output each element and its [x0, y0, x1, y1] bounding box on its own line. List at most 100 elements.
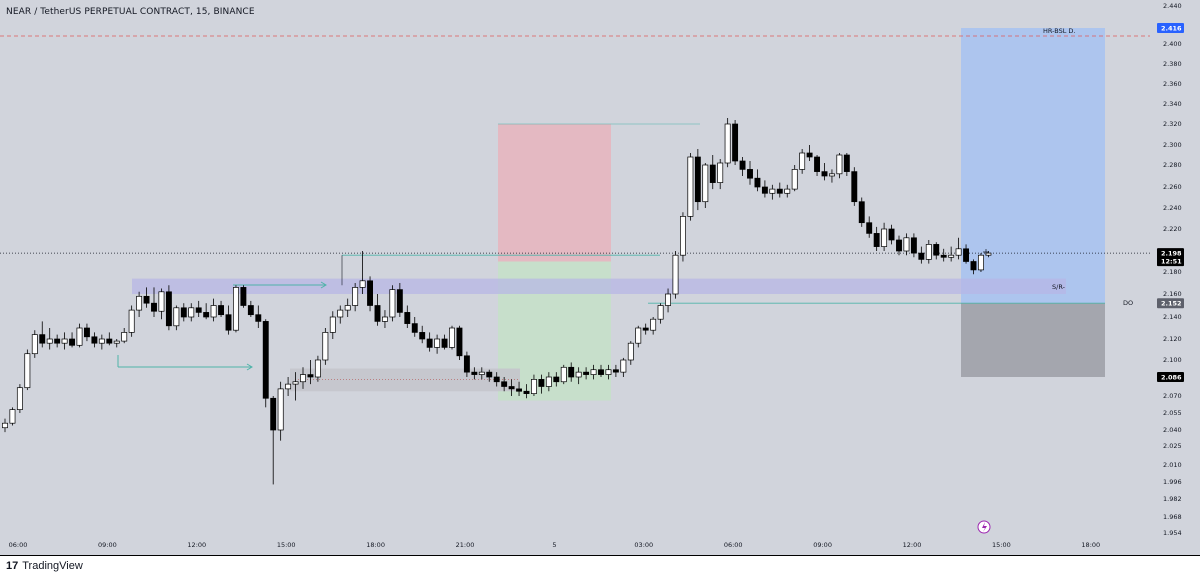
- candle-body: [665, 293, 672, 306]
- candle-body: [799, 152, 806, 170]
- candle-body: [985, 252, 992, 256]
- candle: [151, 287, 157, 317]
- time-tick-label: 09:00: [98, 541, 117, 549]
- candle: [240, 285, 247, 308]
- sr-label: S/R-: [1052, 283, 1066, 291]
- candle: [411, 317, 418, 337]
- candle-body: [598, 369, 604, 375]
- price-tick-label: 2.010: [1163, 461, 1182, 469]
- time-tick-label: 5: [552, 541, 556, 549]
- candle-body: [2, 422, 8, 429]
- price-tick-label: 2.300: [1163, 141, 1182, 149]
- candle: [873, 226, 880, 251]
- candle: [769, 184, 776, 200]
- candle-body: [203, 312, 210, 318]
- long-target-zone: [961, 28, 1105, 304]
- candle: [538, 374, 545, 394]
- price-tick-label: 2.240: [1163, 204, 1182, 212]
- candle: [702, 163, 709, 208]
- candle: [389, 285, 396, 322]
- candle: [784, 184, 791, 198]
- candle-body: [583, 371, 590, 375]
- candle-body: [568, 366, 575, 378]
- candle-body: [888, 228, 895, 241]
- candle: [16, 384, 23, 413]
- candle-body: [389, 289, 396, 318]
- candle: [225, 305, 232, 335]
- candle-body: [910, 237, 917, 254]
- candle-body: [426, 338, 433, 348]
- hr-bsl-label: HR-BSL D.: [1043, 27, 1075, 35]
- candle: [434, 334, 441, 354]
- candle: [367, 276, 374, 312]
- candle: [761, 180, 768, 198]
- candle-body: [210, 305, 217, 318]
- candle: [836, 153, 843, 179]
- candle-body: [374, 305, 381, 322]
- candle: [635, 325, 642, 348]
- candlestick-chart: 1.954 1.968 1.982 1.996 2.010 2.025 2.040 2.055…: [0, 2, 1184, 549]
- candle-body: [106, 338, 113, 344]
- candle-body: [747, 169, 753, 179]
- candle-body: [933, 244, 940, 256]
- candle: [881, 222, 888, 251]
- candle-body: [24, 353, 31, 389]
- candle: [382, 310, 388, 328]
- candle-body: [642, 327, 649, 331]
- candle-body: [76, 327, 83, 346]
- time-axis[interactable]: [0, 535, 1150, 555]
- candle: [456, 325, 463, 360]
- arrow-sr-retest: [233, 281, 327, 289]
- candle-body: [344, 305, 351, 311]
- candle-body: [538, 379, 545, 387]
- candle: [545, 372, 552, 392]
- alert-icon-bolt: [982, 522, 987, 532]
- candle: [866, 216, 873, 238]
- candle-body: [851, 171, 858, 203]
- candle: [575, 367, 582, 385]
- candle: [896, 235, 902, 256]
- short-stop-zone: [498, 124, 611, 262]
- candle: [642, 323, 649, 335]
- price-tick-label: 2.055: [1163, 409, 1182, 417]
- price-axis[interactable]: [1150, 0, 1200, 535]
- candle-body: [300, 374, 306, 383]
- candle-body: [456, 327, 463, 357]
- price-tick-label: 2.120: [1163, 335, 1182, 343]
- time-tick-label: 12:00: [903, 541, 922, 549]
- candle: [493, 372, 500, 387]
- candle-body: [396, 289, 403, 313]
- tradingview-logo[interactable]: 17 TradingView: [6, 560, 83, 572]
- candle: [76, 323, 83, 348]
- candle: [292, 372, 299, 401]
- candle-body: [694, 156, 701, 203]
- candle-body: [575, 371, 582, 378]
- price-tick-label: 2.180: [1163, 268, 1182, 276]
- candle-body: [761, 186, 768, 194]
- candle: [553, 372, 560, 387]
- arrow-upper-left-head: [246, 363, 253, 371]
- candle: [255, 305, 262, 328]
- candle-body: [784, 188, 791, 194]
- candle-body: [814, 156, 821, 172]
- candle-body: [128, 309, 135, 333]
- current-price-tag-bg: [1157, 248, 1184, 267]
- price-tick-label: 2.280: [1163, 161, 1182, 169]
- candle-body: [896, 239, 902, 252]
- price-tick-label: 1.954: [1163, 529, 1182, 537]
- long-loss-zone: [961, 303, 1105, 377]
- candle: [620, 357, 627, 377]
- time-tick-label: 15:00: [277, 541, 296, 549]
- candle: [776, 182, 783, 198]
- candle-body: [836, 154, 843, 175]
- candle-body: [843, 154, 850, 172]
- candle: [39, 321, 46, 348]
- arrow-upper-left: [118, 363, 253, 371]
- candle: [590, 364, 597, 380]
- candle: [791, 165, 798, 192]
- candle-body: [195, 307, 202, 313]
- candle-body: [605, 369, 612, 375]
- time-tick-label: 21:00: [456, 541, 475, 549]
- candle-body: [307, 374, 314, 378]
- candle: [329, 311, 336, 339]
